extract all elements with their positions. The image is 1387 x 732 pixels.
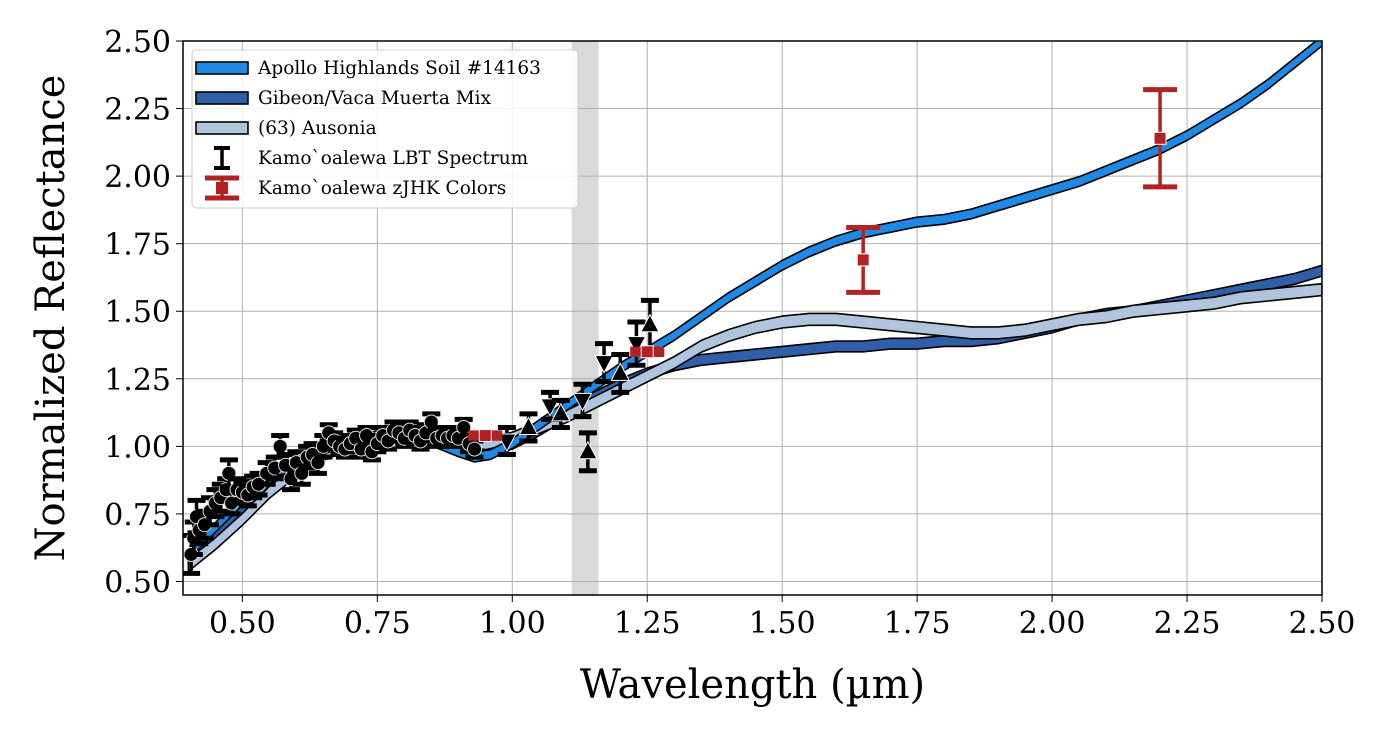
lbt-point: [497, 424, 517, 457]
x-tick-label: 0.75: [344, 606, 411, 641]
triangle-up-marker: [610, 362, 631, 381]
y-tick-label: 1.25: [104, 363, 171, 398]
square-marker: [478, 429, 492, 443]
triangle-down-marker: [540, 398, 560, 417]
y-tick-label: 0.75: [104, 498, 171, 533]
zjhk-point: [846, 224, 881, 295]
legend-patch: [195, 61, 249, 75]
legend-entry: Kamo`oalewa zJHK Colors: [205, 175, 506, 201]
triangle-up-marker: [551, 402, 571, 422]
legend-label: Apollo Highlands Soil #14163: [257, 58, 541, 79]
y-tick-label: 2.25: [104, 93, 171, 128]
x-axis-title: Wavelength (µm): [580, 662, 925, 708]
lbt-point: [572, 381, 593, 420]
y-tick-label: 0.50: [104, 565, 171, 600]
lbt-point: [518, 411, 539, 444]
triangle-up-marker: [640, 313, 660, 333]
legend: Apollo Highlands Soil #14163 Gibeon/Vaca …: [191, 49, 579, 209]
y-tick-label: 1.75: [104, 228, 171, 263]
x-tick-label: 2.25: [1154, 606, 1221, 641]
lbt-point: [465, 438, 484, 460]
triangle-down-marker: [497, 433, 517, 453]
zjhk-point: [630, 345, 665, 359]
x-tick-label: 1.00: [479, 606, 546, 641]
points-layer: [183, 87, 1178, 576]
triangle-up-marker: [518, 416, 539, 435]
circle-marker: [466, 441, 482, 457]
y-tick-label: 1.00: [104, 430, 171, 465]
x-tick-label: 0.50: [209, 606, 276, 641]
x-tick-label: 2.50: [1289, 606, 1356, 641]
x-tick-label: 2.00: [1019, 606, 1086, 641]
plot-frame: [182, 40, 1323, 596]
legend-label: Kamo`oalewa zJHK Colors: [258, 178, 506, 199]
legend-label: Gibeon/Vaca Muerta Mix: [258, 88, 492, 109]
y-tick-label: 2.00: [104, 160, 171, 195]
square-marker: [1153, 131, 1167, 145]
legend-box: [191, 49, 579, 209]
square-marker: [856, 253, 870, 267]
x-tick-label: 1.25: [614, 606, 681, 641]
zjhk-point: [1143, 87, 1178, 190]
legend-entry: Apollo Highlands Soil #14163: [195, 58, 541, 79]
spectrum-band-2: [187, 282, 1322, 572]
lbt-point: [551, 397, 571, 430]
lbt-point: [610, 351, 631, 395]
circle-marker: [272, 438, 288, 454]
series-layer: [187, 41, 1322, 572]
y-axis-title: Normalized Reflectance: [28, 75, 74, 562]
legend-label: (63) Ausonia: [258, 118, 377, 139]
lbt-point: [578, 430, 598, 474]
tick-layer: 0.50 0.75 1.00 1.25 1.50 1.75 2.00 2.25 2.50 0.50…: [104, 25, 1355, 641]
legend-entry: Gibeon/Vaca Muerta Mix: [195, 88, 492, 109]
y-tick-label: 2.50: [104, 25, 171, 60]
triangle-up-marker: [578, 440, 598, 460]
legend-square-marker: [216, 182, 228, 194]
lbt-point: [626, 319, 647, 368]
x-tick-label: 1.75: [884, 606, 951, 641]
lbt-point: [594, 341, 614, 385]
legend-label: Kamo`oalewa LBT Spectrum: [258, 148, 529, 169]
y-tick-label: 1.50: [104, 295, 171, 330]
legend-entry: Kamo`oalewa LBT Spectrum: [214, 146, 529, 170]
triangle-down-marker: [594, 355, 614, 374]
triangle-down-marker: [626, 336, 647, 355]
triangle-down-marker: [572, 392, 593, 412]
legend-patch: [195, 91, 249, 105]
spectrum-band-0: [187, 41, 1322, 561]
legend-patch: [195, 121, 249, 135]
square-marker: [640, 345, 654, 359]
zjhk-point: [468, 429, 503, 443]
x-tick-label: 1.50: [749, 606, 816, 641]
legend-entry: (63) Ausonia: [195, 118, 377, 139]
